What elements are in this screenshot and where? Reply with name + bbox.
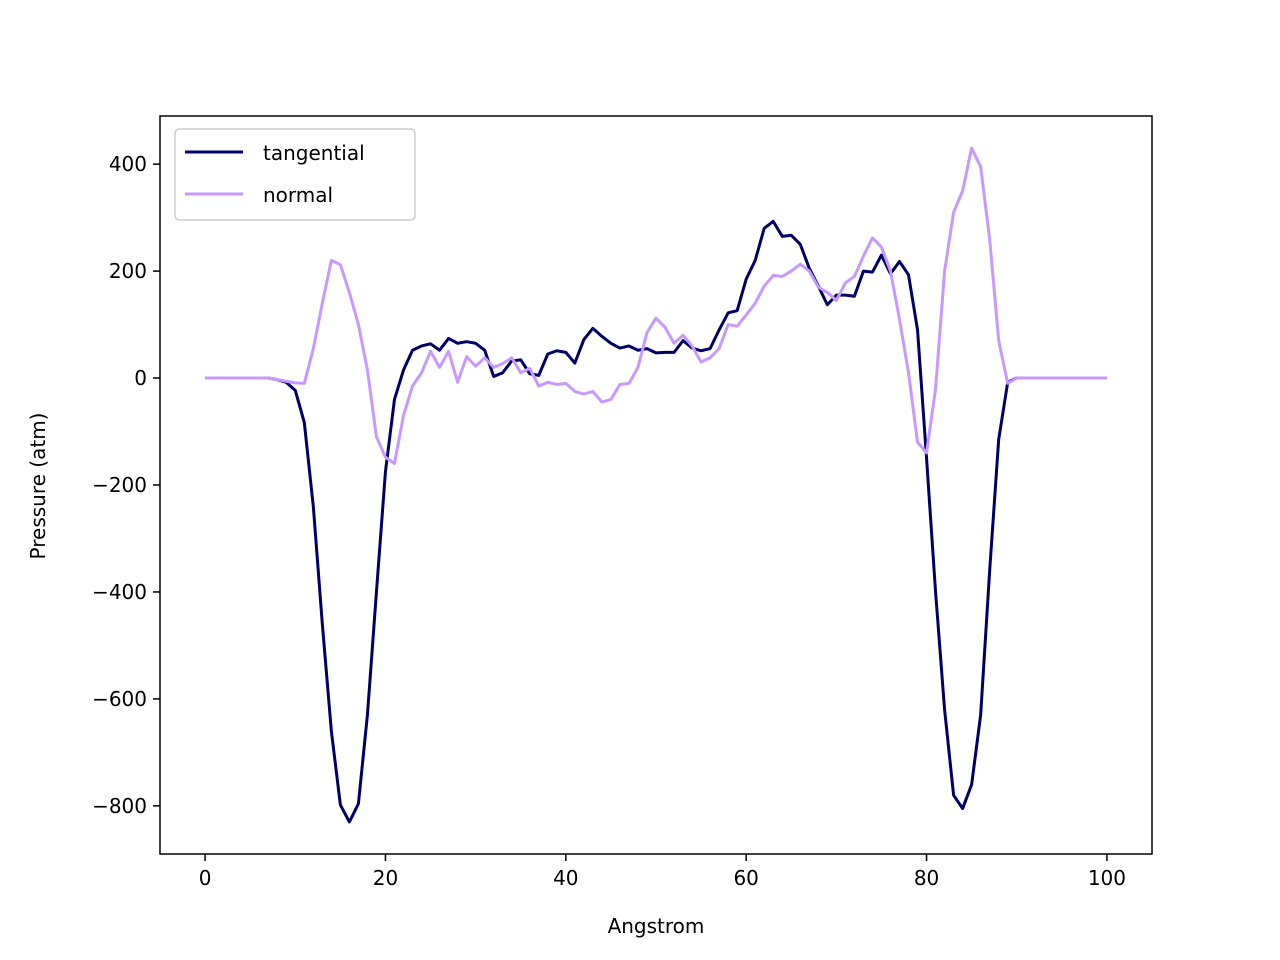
x-tick-label: 80	[914, 866, 939, 890]
x-tick-label: 20	[373, 866, 398, 890]
legend: tangential normal	[174, 128, 416, 221]
y-tick-label: −400	[92, 580, 147, 604]
x-axis-title: Angstrom	[608, 914, 705, 938]
y-tick-label: −800	[92, 794, 147, 818]
legend-label-normal: normal	[263, 183, 333, 207]
x-tick-label: 100	[1088, 866, 1126, 890]
x-tick-label: 60	[733, 866, 758, 890]
axes-frame	[159, 115, 1153, 855]
y-tick-label: −600	[92, 687, 147, 711]
y-tick-label: 400	[109, 152, 147, 176]
axis-ticks: 0 20 40 60 80 100 −800 −600 −400 −200 0 200 400	[92, 152, 1126, 890]
series-line-normal	[205, 146, 1107, 466]
series-line-tangential	[205, 219, 1107, 824]
x-tick-label: 40	[553, 866, 578, 890]
plot-area	[205, 146, 1107, 824]
y-tick-label: 0	[134, 366, 147, 390]
y-tick-label: −200	[92, 473, 147, 497]
y-axis-title: Pressure (atm)	[26, 413, 50, 560]
legend-label-tangential: tangential	[263, 141, 365, 165]
x-tick-label: 0	[199, 866, 212, 890]
y-tick-label: 200	[109, 259, 147, 283]
